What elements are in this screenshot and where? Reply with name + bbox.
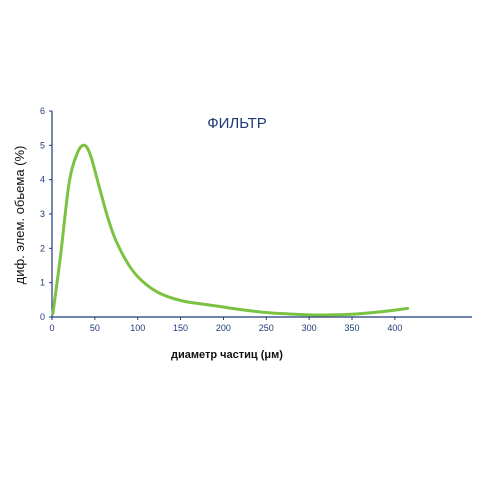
axes: [49, 110, 472, 320]
x-tick-label: 400: [387, 323, 402, 333]
series-line-0: [51, 143, 410, 317]
x-tick-label: 50: [90, 323, 100, 333]
x-tick-label: 0: [49, 323, 54, 333]
series-layer: [51, 143, 410, 317]
x-tick-label: 200: [216, 323, 231, 333]
y-tick-label: 2: [40, 243, 45, 253]
x-tick-label: 100: [130, 323, 145, 333]
chart-title: ФИЛЬТР: [207, 115, 267, 132]
x-tick-label: 350: [344, 323, 359, 333]
y-tick-label: 0: [40, 312, 45, 322]
x-tick-label: 300: [302, 323, 317, 333]
tick-labels: 0 1 2 3 4 5 6 0 50 100 150 200 250 300 350 400: [40, 106, 402, 333]
x-tick-label: 250: [259, 323, 274, 333]
y-tick-label: 6: [40, 106, 45, 116]
x-axis-label: диаметр частиц (μм): [171, 349, 283, 361]
y-tick-label: 4: [40, 175, 45, 185]
x-tick-label: 150: [173, 323, 188, 333]
y-tick-label: 3: [40, 209, 45, 219]
y-tick-label: 1: [40, 278, 45, 288]
y-axis-label: диф. элем. обьема (%): [12, 146, 27, 285]
y-tick-label: 5: [40, 140, 45, 150]
